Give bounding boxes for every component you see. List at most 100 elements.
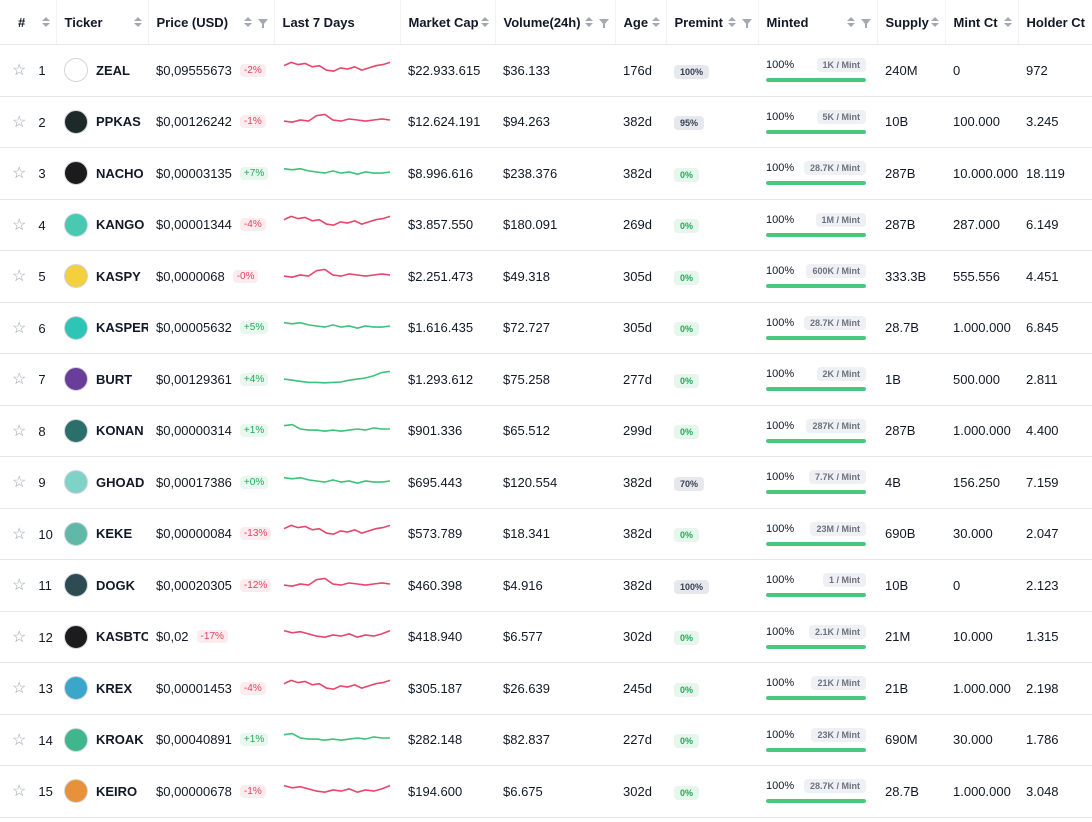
table-row[interactable]: ☆ 12 KASBTC $0,02 -17% $418.940 $6.577 302d 0% 10… [0,611,1092,663]
sort-icon[interactable] [846,17,855,27]
mint-count: 1.000.000 [945,662,1018,715]
market-cap: $418.940 [400,611,495,663]
minted-bar-track [766,747,866,752]
ticker-cell[interactable]: KASPY [64,264,148,289]
ticker-symbol: KREX [96,680,133,696]
favorite-star-icon[interactable]: ☆ [12,525,27,543]
holder-count: 1.315 [1018,611,1092,663]
sparkline-chart [283,524,391,536]
ticker-cell[interactable]: KROAK [64,727,148,752]
sort-icon[interactable] [41,17,50,27]
table-row[interactable]: ☆ 1 ZEAL $0,09555673 -2% $22.933.615 $36.133 17… [0,44,1092,97]
col-ticker[interactable]: Ticker [56,0,149,45]
ticker-cell[interactable]: DOGK [64,573,148,598]
col-holder-count[interactable]: Holder Ct [1018,0,1092,45]
col-mint-count[interactable]: Mint Ct [945,0,1019,45]
ticker-cell[interactable]: KONAN [64,418,148,443]
supply: 240M [877,44,945,97]
price-change-badge: -2% [239,63,266,77]
favorite-star-icon[interactable]: ☆ [12,474,27,492]
col-minted[interactable]: Minted [758,0,878,45]
minted-progress: 100% 21K / Mint [766,676,866,701]
age: 299d [615,405,666,457]
filter-icon[interactable] [598,19,609,28]
filter-icon[interactable] [860,19,871,28]
sparkline-path [283,268,391,278]
favorite-star-icon[interactable]: ☆ [12,731,27,749]
sparkline-path [283,322,391,330]
sort-icon[interactable] [930,17,939,27]
favorite-star-icon[interactable]: ☆ [12,628,27,646]
table-row[interactable]: ☆ 3 NACHO $0,00003135 +7% $8.996.616 $238.376 3… [0,147,1092,200]
table-row[interactable]: ☆ 7 BURT $0,00129361 +4% $1.293.612 $75.258 277… [0,353,1092,406]
favorite-star-icon[interactable]: ☆ [12,577,27,595]
table-row[interactable]: ☆ 9 GHOAD $0,00017386 +0% $695.443 $120.554 382… [0,456,1092,509]
ticker-symbol: PPKAS [96,114,141,130]
favorite-star-icon[interactable]: ☆ [12,62,27,80]
minted-bar-fill [766,284,866,289]
ticker-cell[interactable]: PPKAS [64,109,148,134]
sort-icon[interactable] [727,17,736,27]
ticker-cell[interactable]: NACHO [64,161,148,186]
col-price[interactable]: Price (USD) [148,0,275,45]
market-cap: $22.933.615 [400,44,495,97]
favorite-star-icon[interactable]: ☆ [12,113,27,131]
filter-icon[interactable] [257,19,268,28]
col-market-cap[interactable]: Market Cap [400,0,496,45]
table-row[interactable]: ☆ 15 KEIRO $0,00000678 -1% $194.600 $6.675 302d… [0,765,1092,818]
table-row[interactable]: ☆ 13 KREX $0,00001453 -4% $305.187 $26.639 245d… [0,662,1092,715]
ticker-cell[interactable]: KEIRO [64,779,148,804]
ticker-cell[interactable]: KANGO [64,212,148,237]
col-age[interactable]: Age [615,0,667,45]
ticker-symbol: NACHO [96,165,144,181]
col-volume[interactable]: Volume(24h) [495,0,616,45]
sparkline-path [283,476,391,484]
sparkline-chart [283,784,391,793]
favorite-star-icon[interactable]: ☆ [12,268,27,286]
price-change-badge: +5% [239,321,269,335]
favorite-star-icon[interactable]: ☆ [12,216,27,234]
col-supply[interactable]: Supply [877,0,946,45]
ticker-cell[interactable]: KASBTC [64,624,148,649]
col-rank[interactable]: # [0,0,57,45]
minted-progress: 100% 2K / Mint [766,367,866,392]
ticker-symbol: KASPER [96,320,148,336]
table-row[interactable]: ☆ 14 KROAK $0,00040891 +1% $282.148 $82.837 227… [0,714,1092,766]
ticker-cell[interactable]: GHOAD [64,470,148,495]
sort-icon[interactable] [1003,17,1012,27]
rank: 6 [38,320,46,336]
table-row[interactable]: ☆ 6 KASPER $0,00005632 +5% $1.616.435 $72.727 3… [0,302,1092,354]
table-row[interactable]: ☆ 8 KONAN $0,00000314 +1% $901.336 $65.512 299d… [0,405,1092,457]
minted-bar-track [766,284,866,289]
sparkline-path [283,630,391,639]
favorite-star-icon[interactable]: ☆ [12,783,27,801]
favorite-star-icon[interactable]: ☆ [12,165,27,183]
ticker-cell[interactable]: BURT [64,367,148,392]
table-row[interactable]: ☆ 10 KEKE $0,00000084 -13% $573.789 $18.341 382… [0,508,1092,560]
sort-icon[interactable] [584,17,593,27]
table-row[interactable]: ☆ 11 DOGK $0,00020305 -12% $460.398 $4.916 382d… [0,559,1092,612]
sort-icon[interactable] [651,17,660,27]
favorite-star-icon[interactable]: ☆ [12,319,27,337]
favorite-star-icon[interactable]: ☆ [12,680,27,698]
premint-badge: 0% [674,322,700,337]
ticker-cell[interactable]: KREX [64,676,148,701]
age: 382d [615,559,666,612]
favorite-star-icon[interactable]: ☆ [12,422,27,440]
filter-icon[interactable] [741,19,752,28]
ticker-cell[interactable]: KASPER [64,315,148,340]
table-row[interactable]: ☆ 4 KANGO $0,00001344 -4% $3.857.550 $180.091 2… [0,199,1092,251]
sort-icon[interactable] [243,17,252,27]
table-row[interactable]: ☆ 2 PPKAS $0,00126242 -1% $12.624.191 $94.263 3… [0,96,1092,148]
sort-icon[interactable] [133,17,142,27]
premint-badge: 0% [674,270,700,285]
mint-count: 1.000.000 [945,405,1018,457]
sort-icon[interactable] [480,17,489,27]
favorite-star-icon[interactable]: ☆ [12,371,27,389]
ticker-symbol: ZEAL [96,62,130,78]
col-premint[interactable]: Premint [666,0,759,45]
ticker-cell[interactable]: ZEAL [64,58,148,83]
minted-bar-track [766,644,866,649]
ticker-cell[interactable]: KEKE [64,521,148,546]
table-row[interactable]: ☆ 5 KASPY $0,0000068 -0% $2.251.473 $49.318 305… [0,250,1092,303]
